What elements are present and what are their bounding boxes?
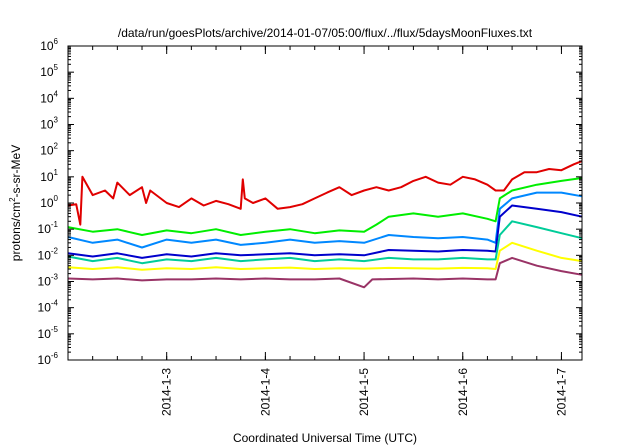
x-tick-label: 2014-1-3 <box>160 368 174 416</box>
y-tick-base: 10 <box>40 144 54 158</box>
y-tick-label: 100 <box>40 194 58 210</box>
y-tick-base: 10 <box>38 353 52 367</box>
y-tick-exp: -3 <box>51 273 59 282</box>
y-tick-exp: 6 <box>54 37 59 46</box>
x-axis-label: Coordinated Universal Time (UTC) <box>233 431 417 445</box>
y-tick-label: 10-4 <box>38 299 59 315</box>
y-tick-label: 10-2 <box>38 246 59 262</box>
y-tick-label: 105 <box>40 63 58 79</box>
y-tick-base: 10 <box>38 327 52 341</box>
y-tick-exp: -1 <box>51 220 59 229</box>
y-tick-label: 10-6 <box>38 351 59 367</box>
y-tick-base: 10 <box>40 170 54 184</box>
y-tick-exp: 2 <box>54 142 59 151</box>
x-axis: 2014-1-3 2014-1-4 2014-1-5 2014-1-6 2014-1-7 <box>67 46 568 416</box>
y-tick-exp: 4 <box>54 89 59 98</box>
y-tick-exp: -5 <box>51 325 59 334</box>
y-tick-exp: 5 <box>54 63 59 72</box>
y-axis-label: protons/cm2-s-sr-MeV <box>8 145 23 261</box>
y-tick-exp: -4 <box>51 299 59 308</box>
y-axis-label-post: -s-sr-MeV <box>9 145 23 198</box>
x-tick-label: 2014-1-4 <box>258 368 272 416</box>
y-tick-base: 10 <box>40 65 54 79</box>
y-tick-exp: 0 <box>54 194 59 203</box>
y-tick-base: 10 <box>38 301 52 315</box>
y-axis-label-sup: 2 <box>8 197 17 202</box>
y-tick-label: 10-1 <box>38 220 59 236</box>
y-tick-base: 10 <box>38 248 52 262</box>
y-tick-exp: -6 <box>51 351 59 360</box>
series-line-6 <box>67 241 583 271</box>
y-axis: 10-610-510-410-310-210-11001011021031041… <box>38 37 582 367</box>
y-tick-exp: 3 <box>54 116 59 125</box>
x-tick-label: 2014-1-6 <box>456 368 470 416</box>
y-tick-label: 101 <box>40 168 58 184</box>
y-tick-base: 10 <box>40 91 54 105</box>
y-tick-base: 10 <box>40 196 54 210</box>
y-axis-label-pre: protons/cm <box>9 202 23 261</box>
series-line-1 <box>67 160 583 226</box>
chart-title: /data/run/goesPlots/archive/2014-01-07/0… <box>118 26 533 40</box>
series-line-3 <box>67 191 583 249</box>
series-line-7 <box>67 256 583 289</box>
y-tick-label: 102 <box>40 142 58 158</box>
y-tick-exp: -2 <box>51 246 59 255</box>
y-tick-label: 103 <box>40 116 58 132</box>
y-tick-base: 10 <box>40 118 54 132</box>
x-tick-label: 2014-1-7 <box>554 368 568 416</box>
y-tick-exp: 1 <box>54 168 59 177</box>
y-tick-base: 10 <box>38 222 52 236</box>
series-line-5 <box>67 220 583 265</box>
x-tick-label: 2014-1-5 <box>357 368 371 416</box>
y-tick-base: 10 <box>40 39 54 53</box>
series-layer <box>67 160 583 289</box>
series-line-4 <box>67 204 583 259</box>
y-tick-base: 10 <box>38 275 52 289</box>
series-line-2 <box>67 177 583 236</box>
y-tick-label: 10-5 <box>38 325 59 341</box>
y-tick-label: 104 <box>40 89 58 105</box>
y-tick-label: 10-3 <box>38 273 59 289</box>
y-tick-label: 106 <box>40 37 58 53</box>
